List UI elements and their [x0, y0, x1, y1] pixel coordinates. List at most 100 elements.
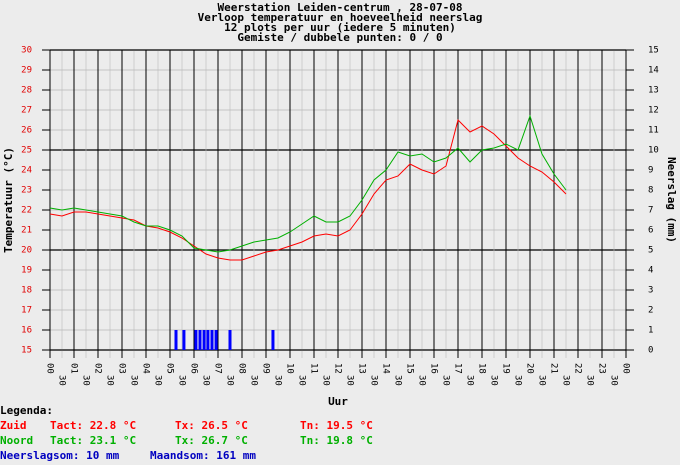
- y-tick-label: 23: [21, 186, 32, 196]
- x-tick-label: 30: [321, 375, 331, 386]
- y-tick-label: 19: [21, 266, 32, 276]
- y2-tick-label: 15: [648, 46, 659, 56]
- rain-bar: [182, 330, 186, 350]
- x-tick-label: 30: [537, 375, 547, 386]
- y-tick-label: 22: [21, 206, 32, 216]
- y-tick-label: 15: [21, 346, 32, 356]
- y-tick-label: 25: [21, 146, 32, 156]
- x-tick-label: 30: [225, 375, 235, 386]
- x-tick-label: 10: [285, 363, 295, 374]
- rain-bar: [210, 330, 214, 350]
- x-tick-label: 30: [345, 375, 355, 386]
- y-tick-label: 29: [21, 66, 32, 76]
- x-tick-label: 30: [465, 375, 475, 386]
- y2-tick-label: 14: [648, 66, 659, 76]
- y2-tick-label: 2: [648, 306, 653, 316]
- y2-tick-label: 8: [648, 186, 653, 196]
- y-tick-label: 26: [21, 126, 32, 136]
- x-tick-label: 11: [309, 363, 319, 374]
- x-tick-label: 30: [561, 375, 571, 386]
- x-tick-label: 23: [597, 363, 607, 374]
- rain-bar: [174, 330, 178, 350]
- y2-tick-label: 3: [648, 286, 653, 296]
- y-axis-label: Temperatuur (°C): [2, 147, 15, 253]
- chart-title: 12 plots per uur (iedere 5 minuten): [224, 21, 456, 34]
- x-tick-label: 04: [141, 363, 151, 374]
- y2-tick-label: 7: [648, 206, 653, 216]
- x-tick-label: 30: [369, 375, 379, 386]
- rain-bar: [214, 330, 218, 350]
- x-tick-label: 12: [333, 363, 343, 374]
- x-tick-label: 30: [489, 375, 499, 386]
- x-tick-label: 06: [189, 363, 199, 374]
- x-tick-label: 30: [177, 375, 187, 386]
- legend-item: Tn: 19.5 °C: [300, 419, 373, 432]
- x-tick-label: 07: [213, 363, 223, 374]
- x-tick-label: 30: [513, 375, 523, 386]
- x-tick-label: 30: [609, 375, 619, 386]
- y-tick-label: 27: [21, 106, 32, 116]
- y2-tick-label: 0: [648, 346, 653, 356]
- y-tick-label: 20: [21, 246, 32, 256]
- x-tick-label: 15: [405, 363, 415, 374]
- x-tick-label: 03: [117, 363, 127, 374]
- x-tick-label: 22: [573, 363, 583, 374]
- rain-bar: [271, 330, 275, 350]
- legend-heading: Legenda:: [0, 404, 53, 417]
- legend-item: Tact: 22.8 °C: [50, 419, 136, 432]
- x-tick-label: 05: [165, 363, 175, 374]
- y-tick-label: 18: [21, 286, 32, 296]
- x-tick-label: 30: [585, 375, 595, 386]
- x-tick-label: 13: [357, 363, 367, 374]
- y2-tick-label: 9: [648, 166, 653, 176]
- x-tick-label: 21: [549, 363, 559, 374]
- plot-frame: [49, 49, 627, 351]
- rain-bar: [194, 330, 198, 350]
- y-tick-label: 17: [21, 306, 32, 316]
- x-tick-label: 30: [273, 375, 283, 386]
- x-tick-label: 30: [105, 375, 115, 386]
- x-tick-label: 30: [153, 375, 163, 386]
- x-tick-label: 30: [441, 375, 451, 386]
- y2-axis-label: Neerslag (mm): [665, 157, 678, 243]
- rain-bar: [206, 330, 210, 350]
- legend-item: Maandsom: 161 mm: [150, 449, 256, 462]
- x-tick-label: 09: [261, 363, 271, 374]
- y-tick-label: 24: [21, 166, 32, 176]
- legend-item: Zuid: [0, 419, 27, 432]
- temperature-line: [49, 114, 567, 253]
- y-tick-label: 16: [21, 326, 32, 336]
- x-tick-label: 30: [297, 375, 307, 386]
- chart-title: Weerstation Leiden-centrum , 28-07-08: [217, 1, 462, 14]
- x-tick-label: 00: [45, 363, 55, 374]
- legend-item: Tn: 19.8 °C: [300, 434, 373, 447]
- x-tick-label: 30: [249, 375, 259, 386]
- x-tick-label: 16: [429, 363, 439, 374]
- x-tick-label: 30: [201, 375, 211, 386]
- legend-item: Neerslagsom: 10 mm: [0, 449, 120, 462]
- y2-tick-label: 12: [648, 106, 659, 116]
- x-tick-label: 30: [129, 375, 139, 386]
- x-tick-label: 20: [525, 363, 535, 374]
- y-tick-label: 30: [21, 46, 32, 56]
- x-tick-label: 30: [57, 375, 67, 386]
- y2-tick-label: 11: [648, 126, 659, 136]
- legend-item: Tact: 23.1 °C: [50, 434, 136, 447]
- legend-item: Noord: [0, 434, 33, 447]
- temperature-line: [49, 119, 567, 261]
- x-tick-label: 08: [237, 363, 247, 374]
- y2-tick-label: 4: [648, 266, 653, 276]
- rain-bar: [202, 330, 206, 350]
- legend-item: Tx: 26.7 °C: [175, 434, 248, 447]
- y-tick-label: 28: [21, 86, 32, 96]
- y2-tick-label: 6: [648, 226, 653, 236]
- x-axis-label: Uur: [328, 395, 348, 408]
- x-tick-label: 01: [69, 363, 79, 374]
- x-tick-label: 30: [417, 375, 427, 386]
- x-tick-label: 17: [453, 363, 463, 374]
- y2-tick-label: 1: [648, 326, 653, 336]
- rain-bar: [228, 330, 232, 350]
- x-tick-label: 30: [81, 375, 91, 386]
- x-tick-label: 02: [93, 363, 103, 374]
- x-tick-label: 18: [477, 363, 487, 374]
